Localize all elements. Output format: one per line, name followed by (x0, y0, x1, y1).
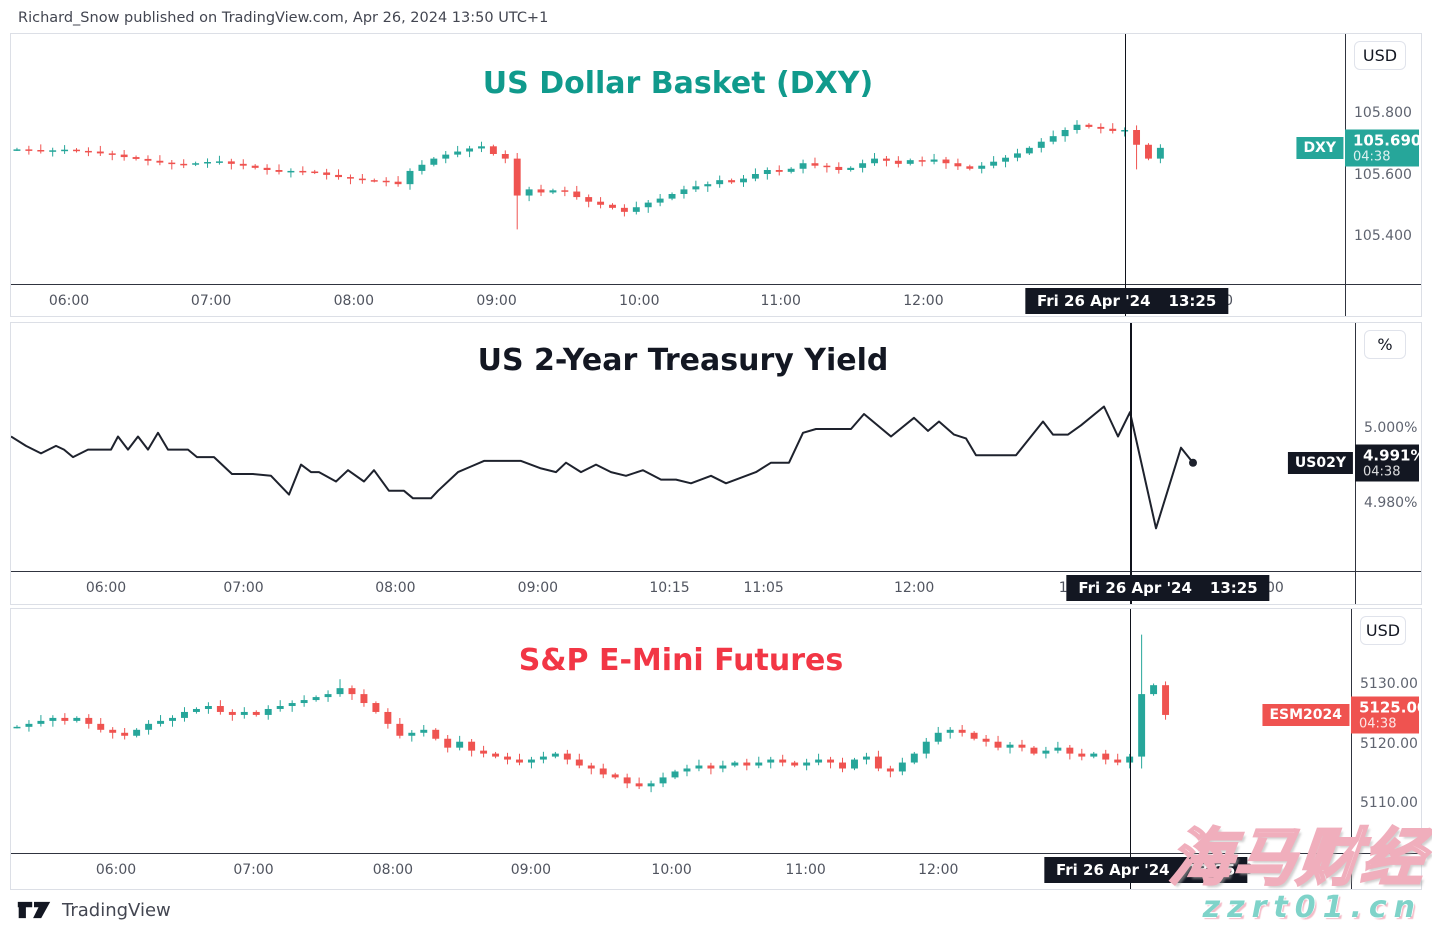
us02y-last-price: 4.991% (1363, 446, 1422, 465)
tradingview-logo-icon (17, 901, 51, 919)
us02y-crosshair-line (1130, 323, 1132, 604)
crosshair-time: 13:25 (1187, 861, 1236, 879)
time-tick: 07:00 (190, 293, 232, 309)
price-tick: 5120.00 (1360, 735, 1418, 752)
dxy-last-price-label: 105.690 04:38 (1345, 129, 1422, 167)
dxy-last-price: 105.690 (1353, 131, 1422, 150)
time-tick: 07:00 (223, 580, 264, 596)
chart-panel-esm2024[interactable]: S&P E-Mini Futures USD ESM2024 5125.00 0… (10, 608, 1422, 890)
tradingview-logo[interactable]: TradingView (16, 897, 171, 923)
us02y-last-price-label: 4.991% 04:38 (1355, 444, 1422, 482)
time-axis-line[interactable] (11, 284, 1421, 285)
price-axis-line[interactable] (1351, 609, 1352, 889)
dxy-crosshair-time-label: Fri 26 Apr '24 13:25 (1024, 288, 1229, 314)
dxy-countdown: 04:38 (1353, 149, 1391, 165)
price-axis-line[interactable] (1345, 34, 1346, 316)
dxy-symbol-tag: DXY (1296, 136, 1343, 159)
time-tick: 08:00 (333, 293, 375, 309)
time-tick: 06:00 (48, 293, 90, 309)
price-tick: 105.400 (1354, 228, 1412, 245)
time-axis-line[interactable] (11, 853, 1421, 854)
time-tick: 06:00 (95, 862, 137, 878)
esm-crosshair-time-label: Fri 26 Apr '24 13:25 (1043, 857, 1248, 883)
dxy-candlestick-plot (13, 120, 1164, 230)
price-tick: 105.800 (1354, 105, 1412, 121)
time-tick: 07:00 (233, 862, 274, 878)
time-tick: 10:15 (649, 580, 690, 596)
crosshair-time: 13:25 (1209, 579, 1258, 597)
esm-crosshair-line (1129, 609, 1132, 889)
time-tick: 11:05 (743, 580, 784, 596)
esm-last-price-label: 5125.00 04:38 (1351, 696, 1422, 734)
time-tick: 12:00 (893, 580, 935, 596)
price-tick: 4.980% (1364, 494, 1418, 511)
time-tick: 08:00 (372, 862, 414, 878)
esm-last-price: 5125.00 (1359, 698, 1422, 717)
tradingview-logo-text: TradingView (62, 899, 171, 921)
esm-unit-button[interactable]: USD (1360, 616, 1406, 645)
time-tick: 09:00 (510, 862, 552, 878)
dxy-unit-button[interactable]: USD (1354, 41, 1406, 70)
price-tick: 5110.00 (1360, 795, 1418, 812)
esm-candlestick-plot (13, 634, 1170, 793)
crosshair-date: Fri 26 Apr '24 (1078, 579, 1192, 597)
time-tick: 06:00 (85, 580, 127, 596)
time-tick: 12:00 (903, 293, 944, 309)
crosshair-date: Fri 26 Apr '24 (1055, 861, 1170, 879)
esm-countdown: 04:38 (1359, 716, 1397, 732)
time-tick: 09:00 (517, 580, 559, 596)
crosshair-date: Fri 26 Apr '24 (1036, 292, 1151, 310)
price-tick: 105.600 (1354, 166, 1412, 183)
time-tick: 11:00 (760, 293, 801, 309)
price-tick: 5130.00 (1360, 676, 1418, 693)
time-tick: 12:00 (918, 862, 959, 878)
time-tick: 11:00 (785, 862, 826, 878)
us02y-line-plot (11, 405, 1197, 530)
us02y-crosshair-time-label: Fri 26 Apr '24 13:25 (1066, 575, 1270, 601)
chart-panel-dxy[interactable]: US Dollar Basket (DXY) USD DXY 105.690 0… (10, 33, 1422, 317)
us02y-symbol-tag: US02Y (1287, 451, 1353, 474)
dxy-crosshair-line (1124, 34, 1127, 316)
time-tick: 09:00 (476, 293, 517, 309)
attribution-text: Richard_Snow published on TradingView.co… (18, 10, 549, 26)
price-tick: 5.000% (1364, 420, 1418, 437)
esm-symbol-tag: ESM2024 (1262, 703, 1349, 726)
time-tick: 08:00 (375, 580, 416, 596)
us02y-countdown: 04:38 (1363, 464, 1401, 480)
crosshair-time: 13:25 (1168, 292, 1217, 310)
time-axis-line[interactable] (11, 571, 1421, 572)
time-tick: 10:00 (619, 293, 660, 309)
time-tick: 10:00 (651, 862, 692, 878)
watermark-url-text: zzrt01.cn (1202, 890, 1422, 925)
us02y-unit-button[interactable]: % (1364, 330, 1406, 359)
chart-panel-us02y[interactable]: US 2-Year Treasury Yield % US02Y 4.991% … (10, 322, 1422, 605)
